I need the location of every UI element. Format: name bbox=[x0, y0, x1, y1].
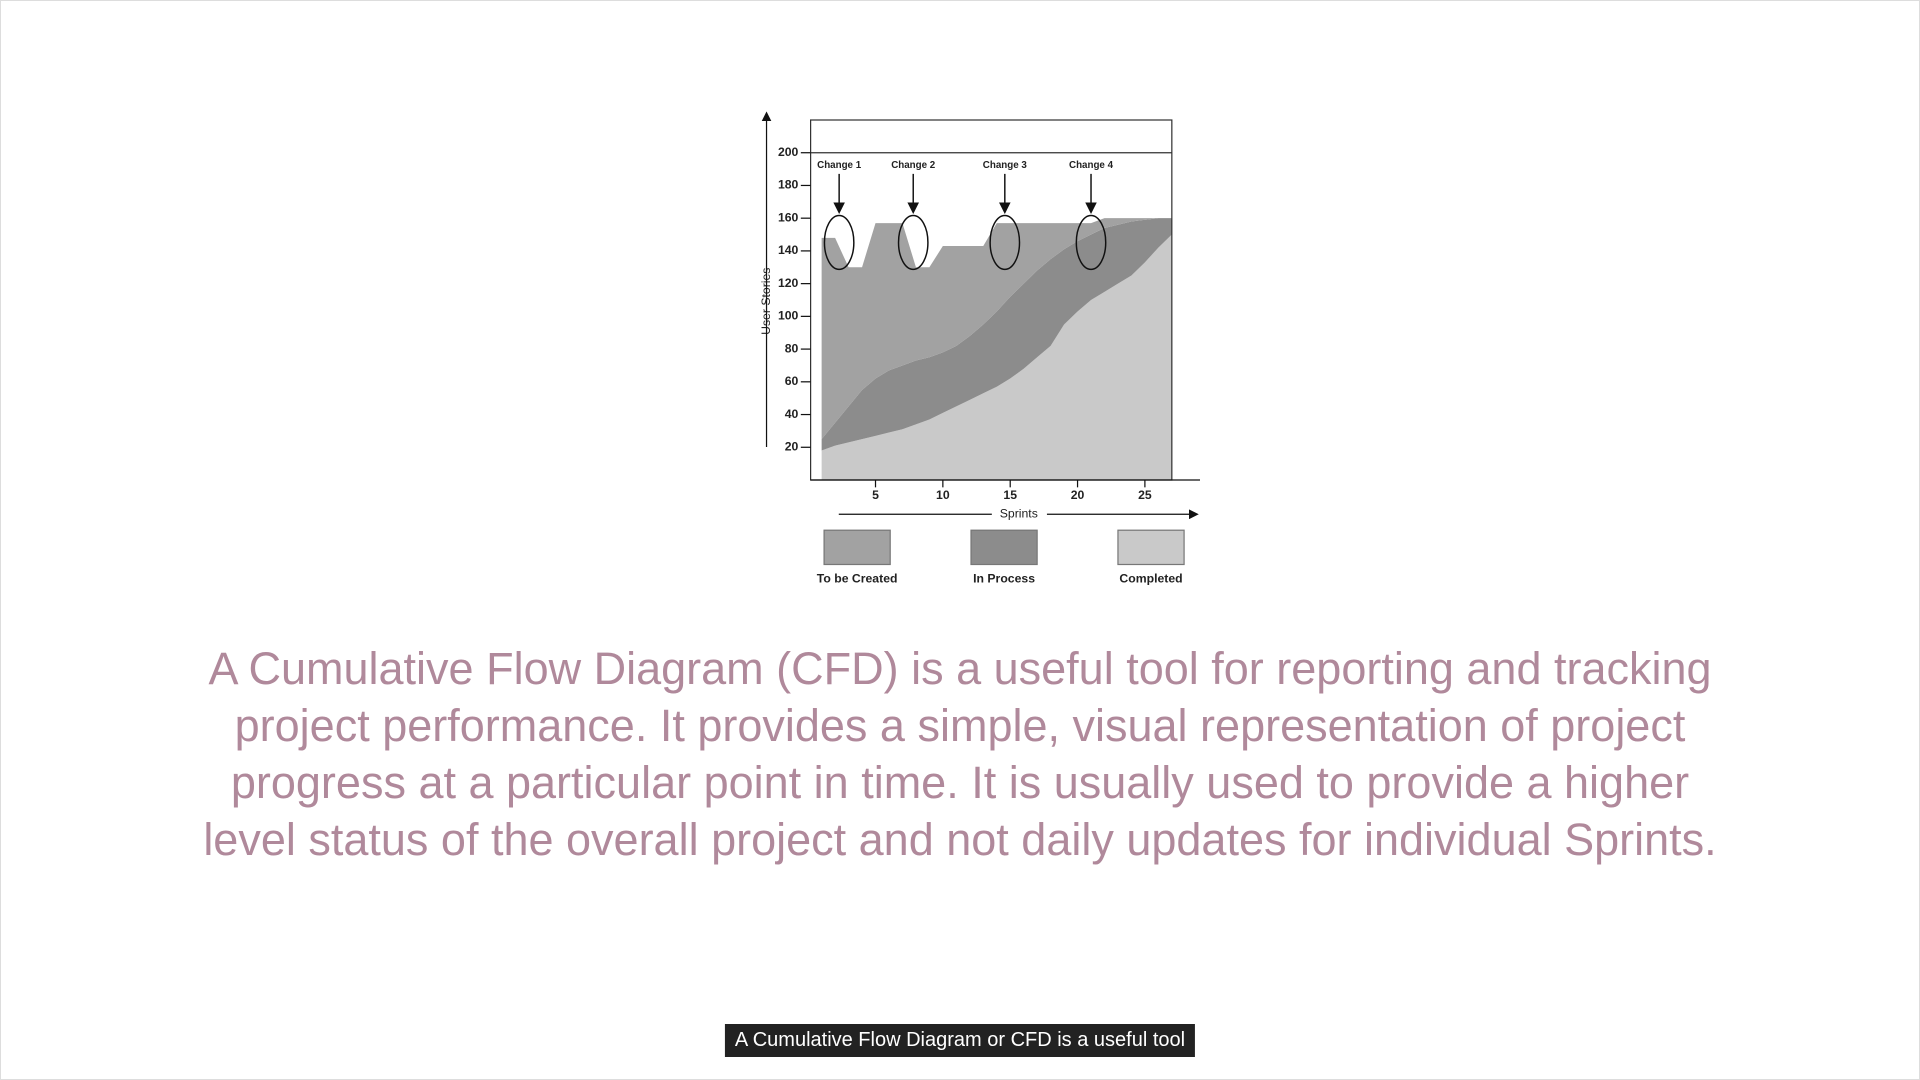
legend-label: Completed bbox=[1119, 571, 1182, 585]
y-axis-label: User Stories bbox=[759, 268, 773, 335]
y-tick-label: 40 bbox=[785, 407, 799, 421]
annotation-label: Change 3 bbox=[983, 160, 1028, 171]
x-tick-label: 5 bbox=[872, 488, 879, 502]
y-tick-label: 120 bbox=[778, 276, 799, 290]
annotation-ellipse bbox=[897, 214, 929, 271]
y-tick-label: 60 bbox=[785, 374, 799, 388]
legend-label: To be Created bbox=[817, 571, 898, 585]
annotation-label: Change 1 bbox=[817, 160, 862, 171]
x-tick-label: 20 bbox=[1071, 488, 1085, 502]
annotation-label: Change 2 bbox=[891, 160, 936, 171]
y-tick-label: 160 bbox=[778, 210, 799, 224]
y-tick-label: 80 bbox=[785, 341, 799, 355]
area bbox=[821, 234, 1172, 480]
y-tick-label: 140 bbox=[778, 243, 799, 257]
y-tick-label: 100 bbox=[778, 309, 799, 323]
area bbox=[821, 218, 1172, 451]
legend-swatch bbox=[970, 529, 1038, 566]
y-tick-label: 180 bbox=[778, 178, 799, 192]
x-tick-label: 15 bbox=[1003, 488, 1017, 502]
annotation-label: Change 4 bbox=[1069, 160, 1114, 171]
x-tick-label: 25 bbox=[1138, 488, 1152, 502]
legend-swatch bbox=[1117, 529, 1185, 566]
y-tick-label: 200 bbox=[778, 145, 799, 159]
area bbox=[821, 218, 1172, 440]
x-tick-label: 10 bbox=[936, 488, 950, 502]
annotation-ellipse bbox=[823, 214, 855, 271]
y-tick-label: 20 bbox=[785, 440, 799, 454]
legend-label: In Process bbox=[973, 571, 1035, 585]
caption: A Cumulative Flow Diagram or CFD is a us… bbox=[724, 1024, 1196, 1057]
legend-swatch bbox=[823, 529, 891, 566]
x-axis-label: Sprints bbox=[1000, 507, 1038, 521]
annotation-ellipse bbox=[989, 214, 1021, 271]
body-text: A Cumulative Flow Diagram (CFD) is a use… bbox=[203, 643, 1717, 865]
annotation-ellipse bbox=[1075, 214, 1107, 271]
